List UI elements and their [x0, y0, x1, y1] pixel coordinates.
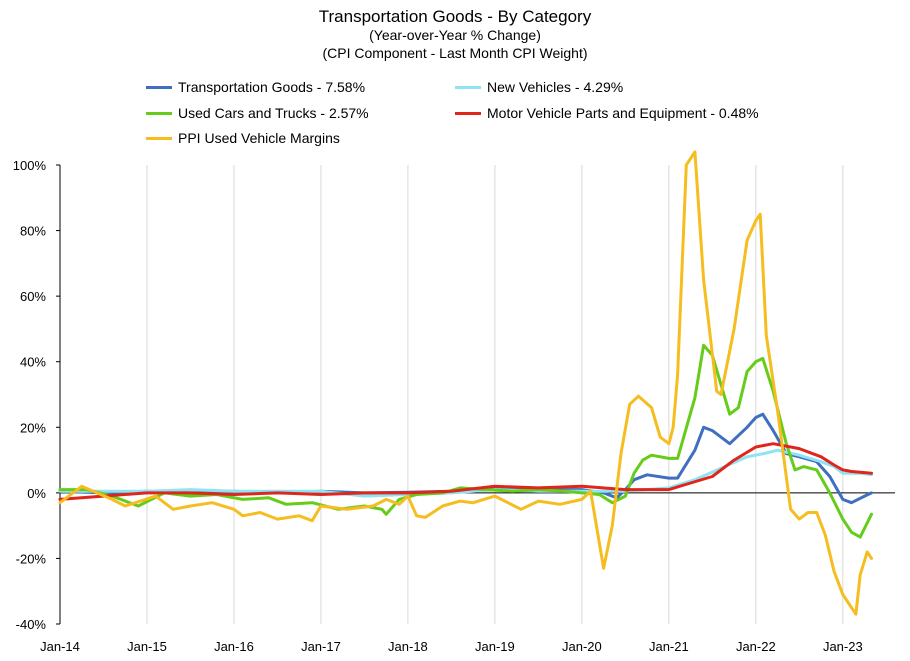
- legend: Transportation Goods - 7.58% New Vehicle…: [0, 0, 910, 160]
- x-tick-label: Jan-21: [649, 639, 689, 654]
- series-line-2: [58, 343, 873, 539]
- y-tick-label: 20%: [20, 420, 46, 435]
- legend-item-motor-vehicle-parts: Motor Vehicle Parts and Equipment - 0.48…: [455, 105, 759, 121]
- x-tick-label: Jan-19: [475, 639, 515, 654]
- y-tick-label: 0%: [27, 486, 46, 501]
- y-tick-label: -20%: [16, 551, 47, 566]
- y-tick-label: -40%: [16, 617, 47, 632]
- y-tick-label: 60%: [20, 289, 46, 304]
- x-tick-label: Jan-17: [301, 639, 341, 654]
- legend-item-transportation-goods: Transportation Goods - 7.58%: [146, 79, 365, 95]
- series-line-3: [58, 442, 873, 501]
- x-tick-label: Jan-14: [40, 639, 80, 654]
- legend-item-used-cars: Used Cars and Trucks - 2.57%: [146, 105, 369, 121]
- y-tick-label: 40%: [20, 355, 46, 370]
- chart-title: Transportation Goods - By Category: [318, 7, 592, 26]
- x-tick-label: Jan-18: [388, 639, 428, 654]
- legend-label: New Vehicles - 4.29%: [487, 79, 624, 95]
- legend-label: Motor Vehicle Parts and Equipment - 0.48…: [487, 105, 759, 121]
- legend-swatch: [146, 136, 172, 140]
- legend-swatch: [455, 111, 481, 115]
- legend-swatch: [146, 111, 172, 115]
- chart-subtitle-1: (Year-over-Year % Change): [369, 27, 541, 43]
- x-tick-label: Jan-22: [736, 639, 776, 654]
- legend-swatch: [146, 85, 172, 89]
- x-tick-label: Jan-23: [823, 639, 863, 654]
- y-tick-label: 100%: [13, 158, 47, 173]
- series-line-4: [58, 150, 873, 616]
- x-tick-label: Jan-20: [562, 639, 602, 654]
- legend-item-new-vehicles: New Vehicles - 4.29%: [455, 79, 623, 95]
- legend-item-ppi-used-vehicle-margins: PPI Used Vehicle Margins: [146, 130, 340, 146]
- x-tick-label: Jan-16: [214, 639, 254, 654]
- series-line-1: [58, 448, 873, 498]
- legend-label: Transportation Goods - 7.58%: [178, 79, 366, 95]
- title-block: Transportation Goods - By Category (Year…: [0, 8, 910, 62]
- legend-label: Used Cars and Trucks - 2.57%: [178, 105, 369, 121]
- chart-subtitle-2: (CPI Component - Last Month CPI Weight): [322, 45, 588, 61]
- legend-label: PPI Used Vehicle Margins: [178, 130, 340, 146]
- x-tick-label: Jan-15: [127, 639, 167, 654]
- legend-swatch: [455, 85, 481, 89]
- y-tick-label: 80%: [20, 224, 46, 239]
